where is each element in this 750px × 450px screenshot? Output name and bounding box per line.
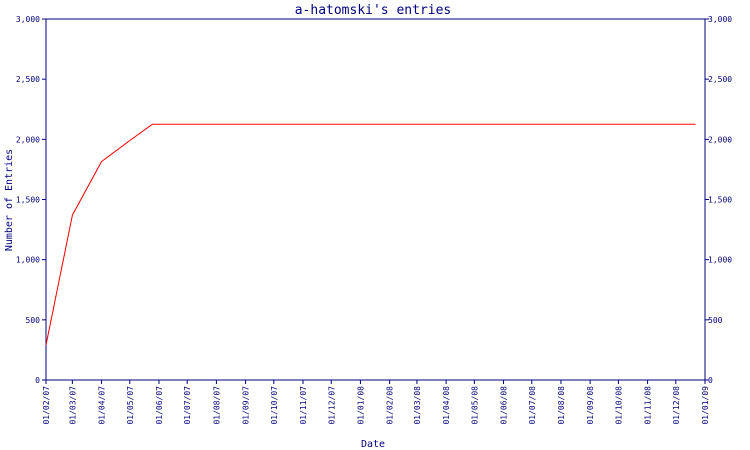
x-tick-label: 01/10/07 (270, 386, 279, 425)
y-tick-label-right: 1,500 (708, 196, 732, 205)
x-tick-label: 01/07/08 (528, 386, 537, 425)
plot-frame (45, 18, 706, 381)
x-tick-label: 01/06/07 (155, 386, 164, 425)
y-tick-label-left: 2,000 (16, 135, 40, 144)
x-tick-label: 01/12/08 (672, 386, 681, 425)
x-tick-label: 01/03/08 (413, 386, 422, 425)
y-axis-label: Number of Entries (4, 149, 15, 251)
x-tick-label: 01/03/07 (68, 386, 77, 425)
x-axis: 01/02/07 01/03/07 01/04/07 01/05/07 01/06/07… (42, 380, 710, 425)
x-tick-label: 01/02/07 (42, 386, 51, 425)
x-tick-label: 01/10/08 (614, 386, 623, 425)
y-tick-label-left: 2,500 (16, 75, 40, 84)
x-tick-label: 01/08/07 (212, 386, 221, 425)
y-axis-right: 0 500 1,000 1,500 2,000 2,500 3,000 (705, 15, 732, 385)
y-tick-label-right: 3,000 (708, 15, 732, 24)
y-tick-label-right: 1,000 (708, 256, 732, 265)
x-tick-label: 01/01/08 (356, 386, 365, 425)
y-tick-label-right: 0 (708, 376, 713, 385)
x-tick-label: 01/04/08 (442, 386, 451, 425)
x-tick-label: 01/04/07 (98, 386, 107, 425)
x-tick-label: 01/12/07 (327, 386, 336, 425)
x-tick-label: 01/06/08 (500, 386, 509, 425)
y-tick-label-right: 500 (708, 316, 723, 325)
x-tick-label: 01/11/07 (299, 386, 308, 425)
y-tick-label-left: 3,000 (16, 15, 40, 24)
x-tick-label: 01/05/08 (470, 386, 479, 425)
x-tick-label: 01/01/09 (701, 386, 710, 425)
x-tick-label: 01/09/07 (242, 386, 251, 425)
y-tick-label-right: 2,000 (708, 135, 732, 144)
x-tick-label: 01/08/08 (557, 386, 566, 425)
x-tick-label: 01/07/07 (183, 386, 192, 425)
x-tick-label: 01/02/08 (386, 386, 395, 425)
y-tick-label-left: 1,000 (16, 256, 40, 265)
y-tick-label-left: 500 (26, 316, 41, 325)
x-tick-label: 01/09/08 (586, 386, 595, 425)
y-tick-label-right: 2,500 (708, 75, 732, 84)
y-axis-left: 0 500 1,000 1,500 2,000 2,500 3,000 (16, 15, 46, 385)
chart-title: a-hatomski's entries (295, 3, 452, 18)
x-tick-label: 01/11/08 (644, 386, 653, 425)
x-tick-label: 01/05/07 (126, 386, 135, 425)
y-tick-label-left: 1,500 (16, 196, 40, 205)
x-axis-label: Date (361, 439, 385, 450)
series-line (45, 123, 696, 346)
y-tick-label-left: 0 (35, 376, 40, 385)
